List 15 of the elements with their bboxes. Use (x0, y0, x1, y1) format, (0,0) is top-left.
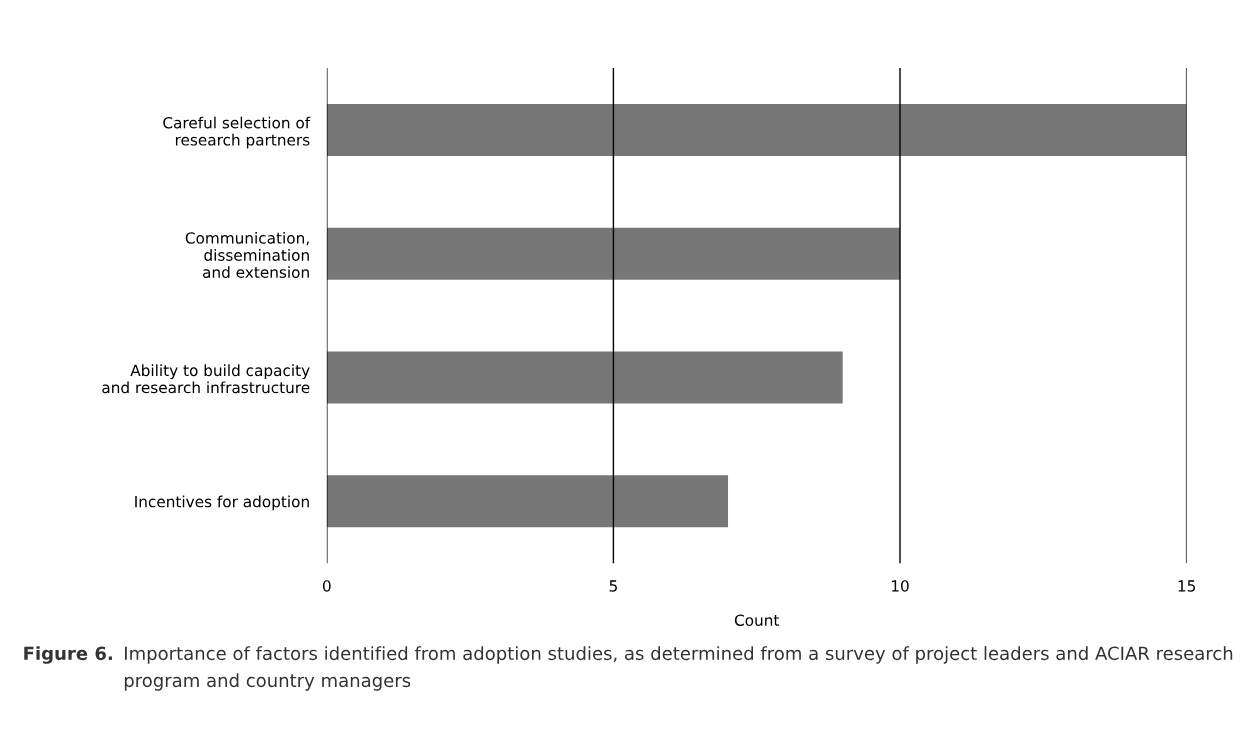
x-tick-label: 15 (1178, 580, 1195, 592)
bar (326, 475, 729, 528)
y-tick-label: Incentives for adoption (135, 495, 309, 511)
x-tick-label: 10 (891, 580, 909, 592)
x-tick-label: 0 (322, 580, 331, 592)
x-axis-title: Count (734, 614, 780, 626)
bar (326, 351, 843, 404)
y-tick-label: Ability to build capacity and research infrastructure (102, 364, 310, 394)
text: Importance of factors identified from adoption studies, as determined from a survey of project leaders and ACIAR research program and country managers (124, 646, 1233, 691)
y-tick-label: Communication, dissemination and extension (185, 231, 309, 278)
caption: Figure 6. (24, 646, 112, 664)
bar (326, 103, 1187, 156)
y-tick-label: Careful selection of research partners (163, 116, 311, 149)
bar (326, 227, 901, 280)
x-tick-label: 5 (609, 580, 617, 592)
